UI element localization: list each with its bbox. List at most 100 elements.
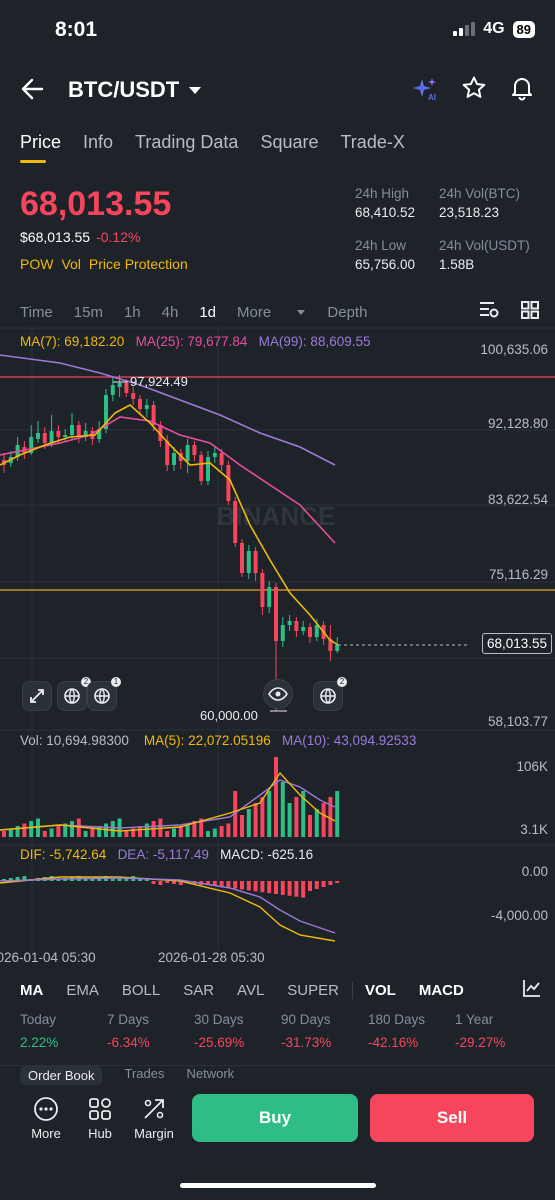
- macd-bar: [246, 881, 251, 891]
- tf-15m[interactable]: 15m: [73, 303, 103, 321]
- tab-trading-data[interactable]: Trading Data: [135, 132, 239, 152]
- kline-chart[interactable]: BINANCE 97,924.49 60,000.00: [0, 325, 555, 950]
- perf-value: -31.73%: [281, 1035, 332, 1050]
- indicator-chart-icon[interactable]: [522, 978, 542, 1002]
- candle-body: [83, 431, 88, 437]
- volume-bar: [253, 803, 258, 837]
- ma25-label: MA(25): 79,677.84: [135, 334, 248, 349]
- macd-bar: [22, 876, 27, 881]
- vol-ma10-label: MA(10): 43,094.92533: [281, 733, 417, 748]
- last-price: 68,013.55: [20, 185, 172, 223]
- date-label: 2026-01-04 05:30: [0, 950, 96, 965]
- macd-bar: [328, 881, 333, 885]
- volume-bar: [308, 815, 312, 837]
- tf-4h[interactable]: 4h: [161, 303, 179, 321]
- margin-icon: [144, 1099, 164, 1119]
- macd-bar: [124, 877, 129, 881]
- eye-toggle-button[interactable]: [263, 679, 293, 709]
- tab-price[interactable]: Price: [20, 132, 61, 163]
- tag-price-protection[interactable]: Price Protection: [88, 256, 188, 272]
- ma-legend: MA(7): 69,182.20 MA(25): 79,677.84 MA(99…: [20, 334, 371, 349]
- volume-bar: [124, 831, 129, 837]
- sell-button[interactable]: Sell: [370, 1094, 534, 1142]
- tab-network[interactable]: Network: [186, 1066, 235, 1081]
- stat-label: 24h Vol(BTC): [439, 186, 521, 201]
- volume-bar: [144, 823, 149, 837]
- current-price-tag[interactable]: 68,013.55: [481, 633, 552, 654]
- perf-label: 90 Days: [281, 1012, 331, 1027]
- tab-trade-x[interactable]: Trade-X: [340, 132, 405, 152]
- dea-label: DEA: -5,117.49: [117, 847, 209, 862]
- tag-pow[interactable]: POW: [20, 256, 54, 272]
- tab-trades[interactable]: Trades: [124, 1066, 165, 1081]
- pair-selector[interactable]: BTC/USDT: [68, 77, 202, 103]
- volume-bar: [36, 818, 40, 837]
- grid-layout-icon[interactable]: [520, 300, 540, 324]
- bottom-bar: Order Book Trades Network More Hub Margi…: [0, 1065, 555, 1200]
- perf-label: 7 Days: [107, 1012, 150, 1027]
- perf-label: Today: [20, 1012, 57, 1027]
- pair-name: BTC/USDT: [68, 77, 180, 102]
- eye-icon: [268, 687, 288, 701]
- fullscreen-button[interactable]: [22, 681, 52, 711]
- ind-ma[interactable]: MA: [20, 981, 44, 999]
- indicator-tool-button[interactable]: 1: [87, 677, 121, 711]
- perf-value: 2.22%: [20, 1035, 59, 1050]
- stat-label: 24h Low: [355, 238, 407, 253]
- chart-settings-icon[interactable]: [478, 300, 500, 324]
- candle-body: [165, 441, 170, 465]
- volume-bar: [267, 791, 272, 837]
- tf-more[interactable]: More: [237, 304, 306, 321]
- ind-ema[interactable]: EMA: [66, 981, 99, 999]
- macd-tick: -4,000.00: [490, 908, 548, 923]
- usd-price-row: $68,013.55 -0.12%: [20, 229, 140, 245]
- macd-bar: [219, 881, 224, 887]
- battery-level: 89: [512, 20, 535, 38]
- macd-bar: [267, 881, 272, 894]
- macd-bar: [314, 881, 319, 889]
- usd-price: $68,013.55: [20, 229, 91, 245]
- ind-macd[interactable]: MACD: [418, 981, 464, 999]
- tf-time[interactable]: Time: [20, 303, 53, 321]
- globe-icon: [94, 688, 110, 704]
- nav-hub[interactable]: Hub: [75, 1096, 125, 1141]
- candle-body: [240, 543, 244, 573]
- tf-depth[interactable]: Depth: [327, 303, 368, 321]
- volume-bar: [15, 826, 20, 837]
- candle-body: [192, 445, 197, 455]
- candles: [2, 375, 340, 711]
- drawing-tool-button[interactable]: 2: [57, 677, 91, 711]
- ind-sar[interactable]: SAR: [183, 981, 215, 999]
- ind-avl[interactable]: AVL: [237, 981, 265, 999]
- tab-info[interactable]: Info: [83, 132, 114, 152]
- stat-value: 1.58B: [439, 257, 475, 272]
- candle-body: [70, 425, 74, 435]
- candle-body: [226, 465, 231, 501]
- volume-bar: [192, 821, 197, 837]
- star-icon[interactable]: [461, 75, 487, 108]
- tab-order-book[interactable]: Order Book: [20, 1066, 103, 1085]
- macd-bar: [233, 881, 238, 889]
- ai-sparkle-icon[interactable]: AI: [411, 75, 439, 108]
- tf-1d[interactable]: 1d: [199, 303, 217, 321]
- social-tool-button[interactable]: 2: [313, 677, 347, 711]
- nav-more[interactable]: More: [21, 1096, 71, 1141]
- bell-icon[interactable]: [509, 75, 535, 108]
- ind-super[interactable]: SUPER: [287, 981, 339, 999]
- volume-bar: [29, 821, 34, 837]
- volume-bar: [110, 821, 115, 837]
- buy-button[interactable]: Buy: [192, 1094, 358, 1142]
- tag-vol[interactable]: Vol: [61, 256, 81, 272]
- macd-bar: [185, 881, 190, 883]
- tf-1h[interactable]: 1h: [123, 303, 141, 321]
- back-arrow-icon[interactable]: [20, 74, 46, 109]
- ind-boll[interactable]: BOLL: [121, 981, 161, 999]
- tab-square[interactable]: Square: [260, 132, 319, 152]
- volume-bar: [287, 803, 292, 837]
- ind-vol[interactable]: VOL: [351, 981, 396, 999]
- volume-bar: [294, 797, 299, 837]
- vol-tick: 3.1K: [520, 822, 548, 837]
- volume-bar: [301, 791, 306, 837]
- nav-margin[interactable]: Margin: [129, 1096, 179, 1141]
- macd-bar: [260, 881, 265, 893]
